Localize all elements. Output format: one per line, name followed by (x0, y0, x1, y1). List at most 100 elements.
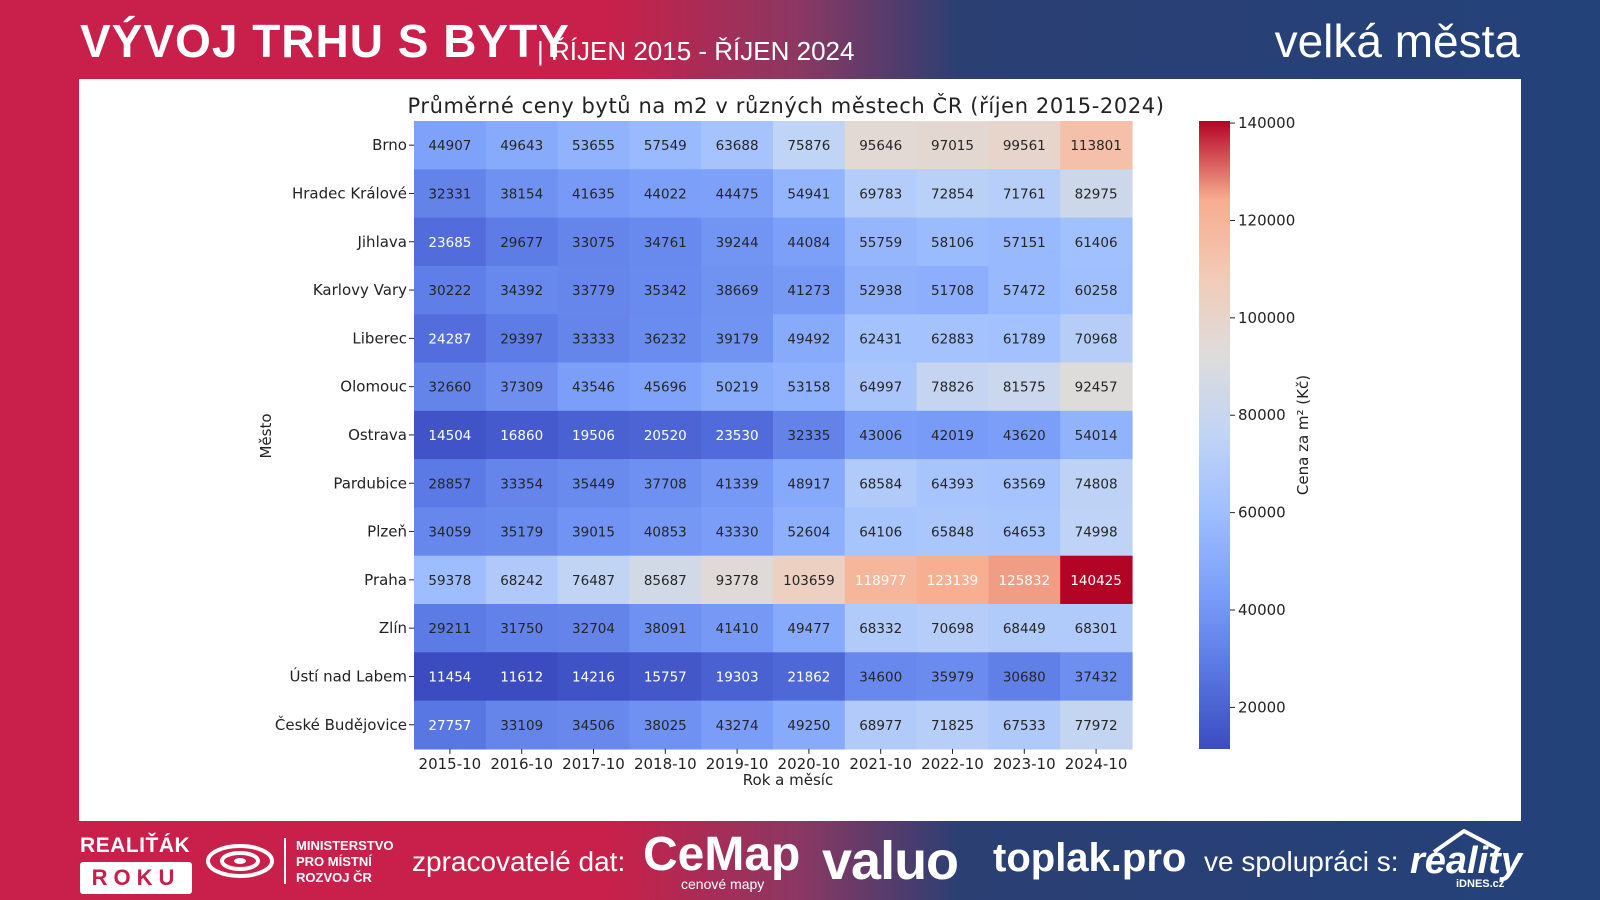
x-tick-label: 2019-10 (706, 755, 769, 773)
heatmap-cell (773, 507, 846, 557)
cell-value-label: 19303 (716, 669, 759, 685)
heatmap-cell (485, 604, 559, 653)
cell-value-label: 41635 (572, 186, 615, 202)
chart-panel: Průměrné ceny bytů na m2 v různých měste… (79, 79, 1521, 821)
cell-value-label: 21862 (787, 669, 830, 685)
heatmap-cell (1060, 604, 1133, 653)
heatmap-cell (701, 169, 774, 219)
heatmap-cell (629, 700, 702, 750)
cell-value-label: 123139 (927, 573, 979, 589)
heatmap-cell (916, 652, 989, 702)
cell-value-label: 63569 (1003, 476, 1046, 492)
cell-value-label: 52604 (787, 525, 830, 541)
cell-value-label: 24287 (428, 331, 471, 347)
heatmap-cell (414, 265, 487, 315)
heatmap-cell (485, 700, 559, 750)
heatmap-cell (916, 169, 989, 219)
cell-value-label: 37432 (1075, 669, 1118, 685)
heatmap-cell (414, 314, 487, 364)
cell-value-label: 43546 (572, 380, 615, 396)
heatmap-cell (701, 314, 774, 364)
cell-value-label: 93778 (716, 573, 759, 589)
mmr-line-3: ROZVOJ ČR (296, 870, 372, 885)
heatmap-cell (701, 700, 774, 750)
heatmap-cell (701, 555, 774, 605)
heatmap-cell (844, 169, 918, 219)
cemap-sub: cenové mapy (681, 876, 765, 892)
mmr-line-2: PRO MÍSTNÍ (296, 854, 372, 869)
heatmap-cell (414, 604, 487, 653)
cell-value-label: 54941 (787, 186, 830, 202)
heatmap-cell (773, 459, 846, 508)
heatmap-cell (916, 604, 989, 653)
cell-value-label: 23685 (428, 235, 471, 251)
cell-value-label: 34392 (500, 283, 543, 299)
heatmap-cell (844, 362, 918, 412)
cell-value-label: 29211 (428, 621, 471, 637)
heatmap-cell (844, 121, 918, 170)
y-tick-label: Ostrava (348, 426, 407, 444)
heatmap-cell (773, 217, 846, 267)
heatmap-cell (988, 555, 1061, 605)
cell-value-label: 62883 (931, 331, 974, 347)
cell-value-label: 35179 (500, 525, 543, 541)
colorbar-tick-label: 20000 (1238, 698, 1286, 716)
cell-value-label: 70698 (931, 621, 974, 637)
mmr-emblem-icon (206, 844, 274, 878)
cell-value-label: 34600 (859, 669, 902, 685)
cell-value-label: 81575 (1003, 380, 1046, 396)
cell-value-label: 39015 (572, 525, 615, 541)
x-tick-label: 2020-10 (778, 755, 841, 773)
cell-value-label: 68301 (1075, 621, 1118, 637)
heatmap-chart: Průměrné ceny bytů na m2 v různých měste… (257, 93, 1312, 789)
heatmap-cell (485, 410, 559, 460)
x-tick-label: 2017-10 (562, 755, 625, 773)
page-title: VÝVOJ TRHU S BYTY (80, 15, 570, 67)
heatmap-cell (701, 265, 774, 315)
heatmap-cell (557, 459, 630, 508)
heatmap-cell (844, 217, 918, 267)
cell-value-label: 49477 (787, 621, 830, 637)
heatmap-cell (701, 121, 774, 170)
cell-value-label: 61406 (1075, 235, 1118, 251)
colorbar-ticks: 20000 40000 60000 80000 100000 120000 140000 (1230, 114, 1295, 716)
cell-value-label: 11612 (500, 669, 543, 685)
cell-value-label: 29677 (500, 235, 543, 251)
x-tick-label: 2015-10 (419, 755, 482, 773)
heatmap-cell (916, 410, 989, 460)
heatmap-cell (916, 700, 989, 750)
cell-value-label: 76487 (572, 573, 615, 589)
cell-value-label: 14216 (572, 669, 615, 685)
heatmap-cell (773, 314, 846, 364)
cell-value-label: 33109 (500, 718, 543, 734)
cooperation-label: ve spolupráci s: (1204, 846, 1399, 877)
cell-value-label: 49250 (787, 718, 830, 734)
cell-value-label: 44022 (644, 186, 687, 202)
header: VÝVOJ TRHU S BYTY | ŘÍJEN 2015 - ŘÍJEN 2… (0, 0, 1600, 80)
heatmap-cell (557, 700, 630, 750)
heatmap-cell (1060, 555, 1133, 605)
cell-value-label: 33354 (500, 476, 543, 492)
cell-value-label: 43330 (716, 525, 759, 541)
heatmap-cell (844, 604, 918, 653)
cell-value-label: 95646 (859, 138, 902, 154)
cell-value-label: 48917 (787, 476, 830, 492)
cell-value-label: 72854 (931, 186, 974, 202)
mmr-text: MINISTERSTVO PRO MÍSTNÍ ROZVOJ ČR (296, 838, 406, 886)
cemap-logo: CeMap cenové mapy (643, 830, 800, 893)
heatmap-cell (988, 362, 1061, 412)
heatmap-cell (701, 507, 774, 557)
cell-value-label: 20520 (644, 428, 687, 444)
cell-value-label: 64653 (1003, 525, 1046, 541)
cell-value-label: 97015 (931, 138, 974, 154)
heatmap-cell (988, 507, 1061, 557)
cell-value-label: 140425 (1070, 573, 1122, 589)
heatmap-cell (629, 362, 702, 412)
heatmap-cell (485, 362, 559, 412)
colorbar-tick-label: 40000 (1238, 601, 1286, 619)
heatmap-cells: 44907 49643 53655 57549 63688 75876 95646 97015… (414, 121, 1133, 750)
heatmap-cell (773, 362, 846, 412)
cell-value-label: 40853 (644, 525, 687, 541)
y-tick-label: Karlovy Vary (313, 281, 407, 299)
cell-value-label: 68242 (500, 573, 543, 589)
